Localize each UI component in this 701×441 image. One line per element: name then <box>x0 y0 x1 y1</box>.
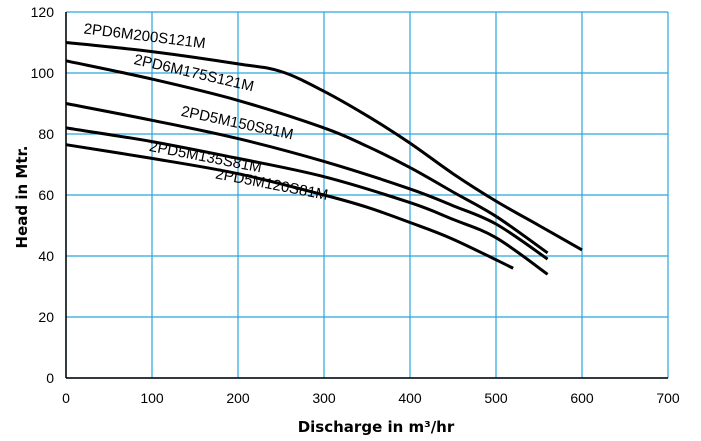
series-line-2pd5m135s81m <box>65 126 549 276</box>
x-tick-label: 200 <box>226 390 250 406</box>
plot-frame <box>65 12 668 379</box>
x-tick-label: 700 <box>656 390 680 406</box>
x-tick-label: 500 <box>484 390 508 406</box>
x-tick-label: 0 <box>62 390 70 406</box>
y-axis-title: Head in Mtr. <box>13 146 31 249</box>
series-line-2pd5m120s81m <box>65 143 514 270</box>
y-tick-label: 120 <box>31 4 55 20</box>
x-tick-label: 300 <box>312 390 336 406</box>
x-tick-label: 400 <box>398 390 422 406</box>
y-tick-labels: 0 20 40 60 80 100 120 <box>31 4 55 386</box>
series-line-2pd5m150s81m <box>65 102 549 261</box>
x-tick-label: 100 <box>140 390 164 406</box>
series-label-2pd5m120s81m: 2PD5M120S81M <box>214 165 329 203</box>
x-tick-label: 600 <box>570 390 594 406</box>
x-axis-title: Discharge in m³/hr <box>298 418 455 436</box>
y-tick-label: 100 <box>31 65 55 81</box>
x-tick-labels: 0 100 200 300 400 500 600 700 <box>62 390 680 406</box>
y-tick-label: 60 <box>38 187 54 203</box>
grid <box>65 11 669 379</box>
series-line-2pd6m175s121m <box>65 59 549 255</box>
curves <box>65 41 583 276</box>
y-tick-label: 80 <box>38 126 54 142</box>
y-tick-label: 0 <box>46 370 54 386</box>
series-line-2pd6m200s121m <box>65 41 583 252</box>
y-tick-label: 20 <box>38 309 54 325</box>
y-tick-label: 40 <box>38 248 54 264</box>
